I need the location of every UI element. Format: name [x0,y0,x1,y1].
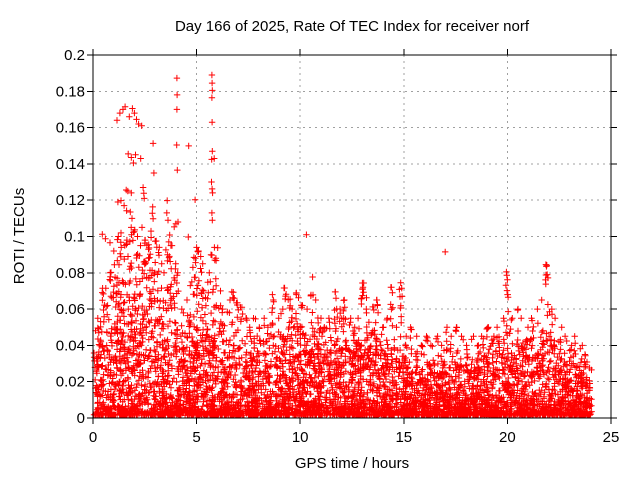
x-tick-label: 5 [192,429,200,446]
x-tick-label: 25 [603,429,620,446]
tick-marks [87,49,617,424]
x-tick-label: 20 [499,429,516,446]
y-tick-label: 0.2 [64,47,85,64]
y-tick-label: 0.08 [56,265,85,282]
y-tick-label: 0.14 [56,156,85,173]
scatter-points [90,71,595,419]
chart-title: Day 166 of 2025, Rate Of TEC Index for r… [175,18,530,35]
y-tick-label: 0.16 [56,120,85,137]
y-axis-label: ROTI / TECUs [11,188,28,284]
y-tick-label: 0.02 [56,374,85,391]
axis-ticks [87,49,617,424]
tick-labels: 0 5 10 15 20 25 0 0.02 0.04 0.06 0.08 0.1 0.12 0.14 0.… [56,47,620,446]
y-tick-label: 0.12 [56,192,85,209]
y-tick-label: 0.06 [56,301,85,318]
x-tick-label: 15 [395,429,412,446]
x-tick-label: 10 [292,429,309,446]
y-tick-label: 0.1 [64,229,85,246]
x-axis-label: GPS time / hours [295,455,409,472]
y-tick-label: 0.04 [56,337,85,354]
x-tick-label: 0 [89,429,97,446]
y-tick-label: 0.18 [56,83,85,100]
y-tick-label: 0 [77,410,85,427]
roti-series-path [90,71,595,419]
